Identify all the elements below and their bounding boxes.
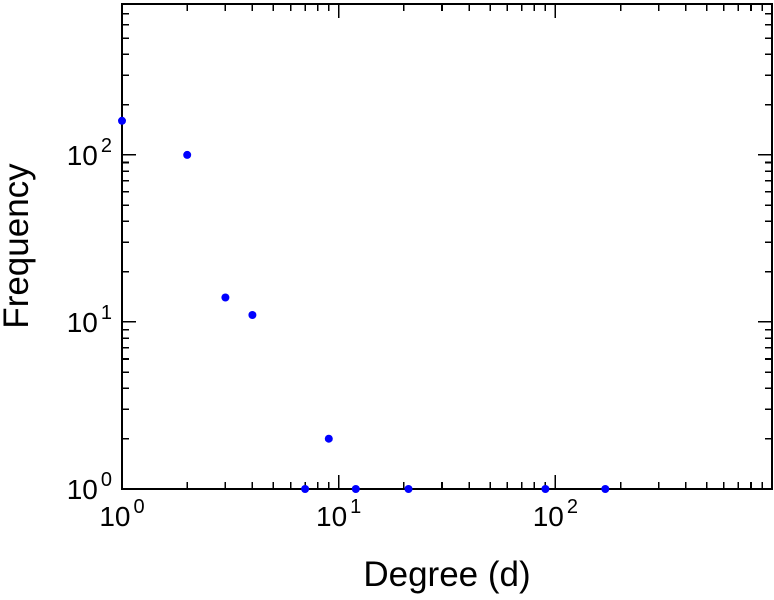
data-point (183, 150, 192, 159)
data-point (248, 311, 257, 319)
data-point (541, 485, 550, 493)
x-axis-label: Degree (d) (363, 555, 530, 594)
data-point (351, 485, 360, 493)
y-tick-label: 10 1 (67, 302, 112, 338)
y-tick-label: 10 0 (67, 469, 112, 505)
axis-ticks (121, 3, 773, 490)
x-tick-label: 10 2 (533, 496, 578, 532)
y-axis-label: Frequency (0, 163, 36, 329)
x-tick-label: 10 0 (99, 496, 144, 532)
y-tick-label: 10 2 (67, 135, 112, 171)
data-point (118, 116, 126, 125)
data-point (601, 485, 610, 493)
data-point (324, 434, 333, 443)
data-point (404, 485, 413, 493)
x-tick-label: 10 1 (316, 496, 361, 532)
data-point (221, 293, 230, 302)
data-point (301, 485, 310, 493)
plot-area (121, 3, 773, 490)
axis-tick-labels: 10 0 10 1 10 2 10 0 10 1 10 2 (67, 135, 578, 532)
data-points (118, 116, 610, 493)
